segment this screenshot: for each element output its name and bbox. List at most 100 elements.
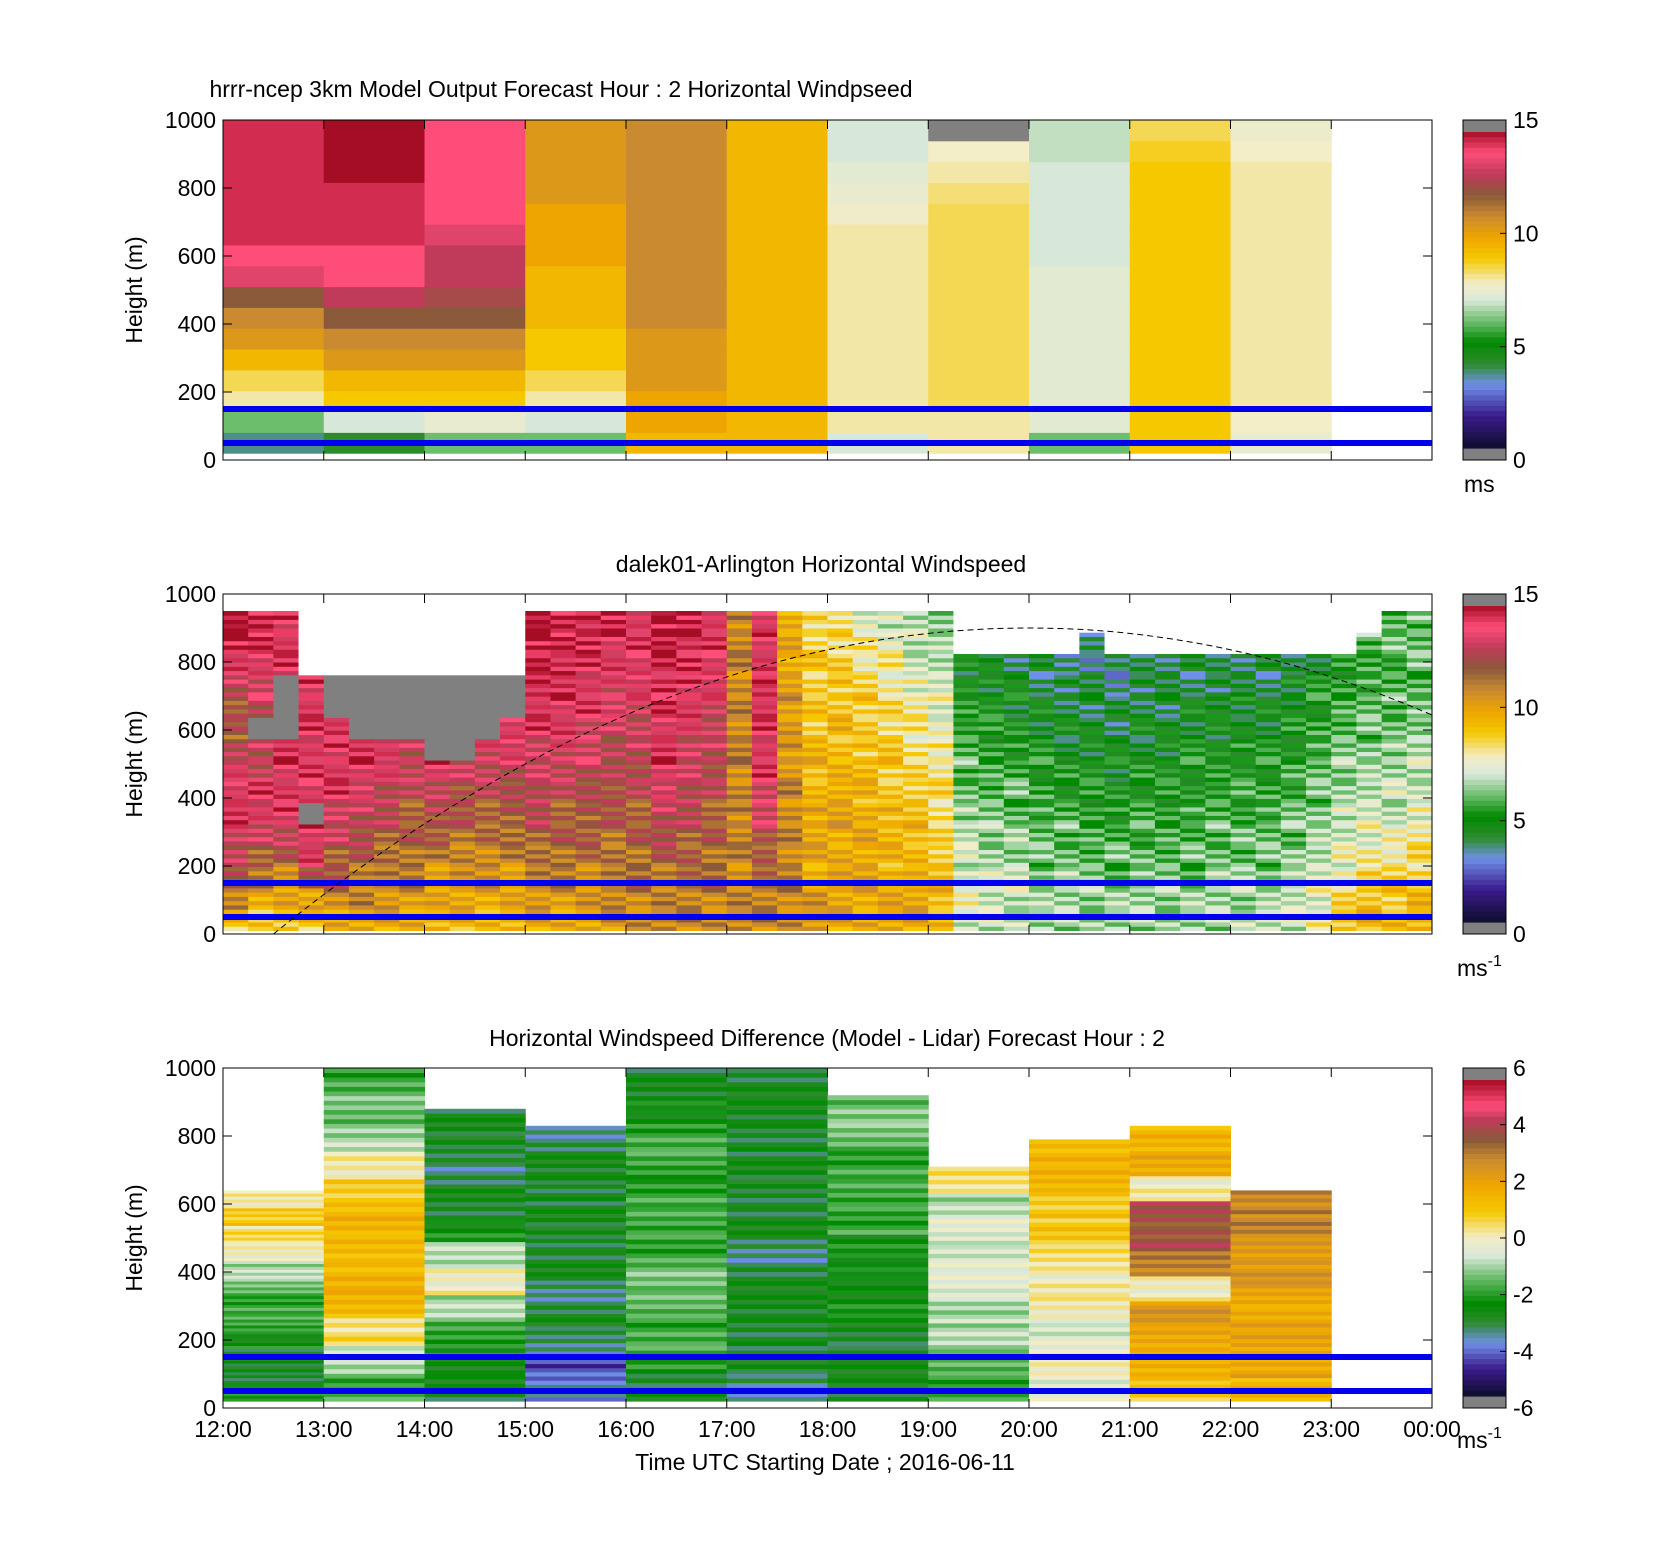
heatmap-cell xyxy=(626,1290,728,1296)
heatmap-cell xyxy=(1154,819,1181,825)
heatmap-cell xyxy=(928,853,954,859)
heatmap-cell xyxy=(1129,1292,1231,1298)
heatmap-cell xyxy=(928,307,1030,329)
heatmap-cell xyxy=(1356,858,1383,863)
heatmap-cell xyxy=(1230,870,1257,876)
heatmap-cell xyxy=(1104,798,1131,804)
heatmap-cell xyxy=(525,674,551,680)
heatmap-cell xyxy=(978,747,1005,753)
heatmap-cell xyxy=(1129,636,1156,642)
heatmap-cell xyxy=(1255,738,1282,744)
heatmap-cell xyxy=(223,1371,325,1376)
heatmap-cell xyxy=(323,896,350,902)
heatmap-cell xyxy=(626,653,652,659)
heatmap-cell xyxy=(1180,704,1206,710)
heatmap-cell xyxy=(1230,802,1257,808)
heatmap-cell xyxy=(1029,1370,1131,1376)
colorbar-segment xyxy=(1463,1348,1506,1355)
colorbar-segment xyxy=(1463,874,1506,881)
colorbar-segment xyxy=(1463,1353,1506,1360)
heatmap-cell xyxy=(978,760,1005,765)
heatmap-cell xyxy=(474,640,501,646)
heatmap-cell xyxy=(1255,653,1282,659)
heatmap-cell xyxy=(626,721,652,727)
colorbar-segment xyxy=(1463,1080,1506,1086)
heatmap-cell xyxy=(827,1109,929,1115)
heatmap-cell xyxy=(827,1183,929,1189)
heatmap-cell xyxy=(323,203,425,225)
heatmap-cell xyxy=(1029,798,1055,804)
heatmap-cell xyxy=(1331,905,1357,910)
heatmap-cell xyxy=(449,922,476,927)
heatmap-cell xyxy=(1129,1205,1231,1210)
heatmap-cell xyxy=(676,764,702,770)
heatmap-cell xyxy=(248,858,274,863)
heatmap-cell xyxy=(323,1234,425,1240)
heatmap-cell xyxy=(474,674,501,680)
heatmap-cell xyxy=(1381,662,1408,667)
heatmap-cell xyxy=(474,734,501,740)
heatmap-cell xyxy=(877,883,904,889)
panel-lidar-colorbar-unit: ms-1 xyxy=(1457,953,1502,981)
heatmap-cell xyxy=(424,1250,526,1256)
heatmap-cell xyxy=(248,751,274,757)
heatmap-cell xyxy=(348,853,375,859)
heatmap-cell xyxy=(323,411,425,433)
heatmap-cell xyxy=(626,1336,728,1342)
heatmap-cell xyxy=(1129,645,1156,650)
heatmap-cell xyxy=(323,328,425,350)
heatmap-cell xyxy=(1230,789,1257,795)
colorbar-segment xyxy=(1463,642,1506,649)
heatmap-cell xyxy=(424,755,451,761)
heatmap-cell xyxy=(701,738,728,744)
heatmap-cell xyxy=(777,760,803,765)
heatmap-cell xyxy=(525,1184,627,1189)
heatmap-cell xyxy=(1381,721,1408,727)
colorbar-segment xyxy=(1463,1190,1506,1197)
xtick-label: 16:00 xyxy=(597,1416,655,1442)
heatmap-cell xyxy=(877,922,904,927)
heatmap-cell xyxy=(852,781,879,787)
heatmap-cell xyxy=(1255,819,1282,825)
heatmap-cell xyxy=(600,764,627,770)
heatmap-cell xyxy=(978,926,1005,931)
heatmap-cell xyxy=(348,892,375,897)
heatmap-cell xyxy=(474,853,501,859)
heatmap-cell xyxy=(978,734,1005,740)
heatmap-cell xyxy=(852,836,879,842)
heatmap-cell xyxy=(726,781,753,787)
heatmap-cell xyxy=(1003,883,1030,889)
heatmap-cell xyxy=(223,743,249,748)
heatmap-cell xyxy=(1230,615,1257,620)
heatmap-cell xyxy=(701,696,728,701)
panel-difference-title: Horizontal Windspeed Difference (Model -… xyxy=(489,1025,1165,1051)
heatmap-cell xyxy=(449,892,476,897)
heatmap-cell xyxy=(550,896,577,902)
colorbar-tick-label: 4 xyxy=(1513,1112,1526,1138)
heatmap-cell xyxy=(827,751,854,757)
heatmap-cell xyxy=(500,653,526,659)
heatmap-cell xyxy=(676,628,702,633)
heatmap-cell xyxy=(626,1095,728,1101)
heatmap-cell xyxy=(1255,632,1282,637)
heatmap-cell xyxy=(626,1368,728,1374)
heatmap-cell xyxy=(626,845,652,851)
heatmap-cell xyxy=(323,815,350,821)
heatmap-cell xyxy=(852,789,879,795)
heatmap-cell xyxy=(223,738,249,744)
heatmap-cell xyxy=(323,1137,425,1143)
heatmap-cell xyxy=(600,670,627,676)
heatmap-cell xyxy=(953,760,980,765)
heatmap-cell xyxy=(726,1257,828,1263)
heatmap-cell xyxy=(575,819,602,825)
heatmap-cell xyxy=(1331,734,1357,740)
heatmap-cell xyxy=(978,657,1005,663)
heatmap-cell xyxy=(1104,670,1131,676)
heatmap-cell xyxy=(1230,224,1332,246)
heatmap-cell xyxy=(1331,636,1357,642)
heatmap-cell xyxy=(424,1321,526,1327)
heatmap-cell xyxy=(424,1166,526,1172)
colorbar-segment xyxy=(1463,832,1506,839)
heatmap-cell xyxy=(751,789,778,795)
heatmap-cell xyxy=(1180,696,1206,701)
